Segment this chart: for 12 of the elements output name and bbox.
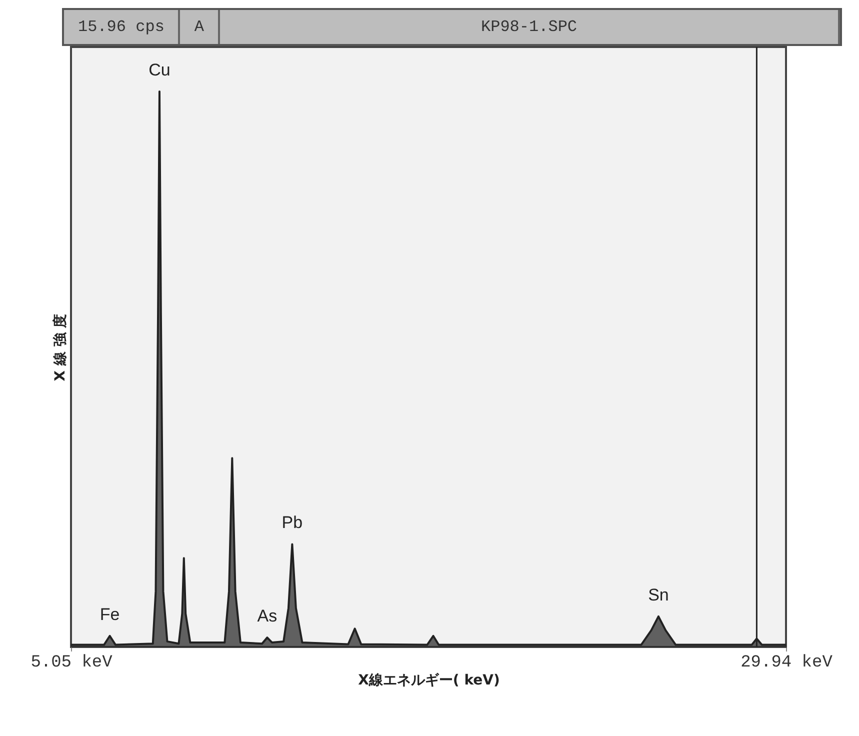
annotation: Sn (648, 585, 669, 604)
y-axis-title: X 線 強 度 (52, 314, 68, 382)
annotation: As (257, 606, 278, 626)
text: KP98-1.SPC (220, 10, 840, 44)
annotation: Fe (100, 604, 120, 624)
annotation: Pb (282, 513, 303, 532)
text: 15.96 cps (64, 10, 180, 44)
x-axis-title: X線エネルギー( keV) (358, 672, 500, 688)
x-tick-label: 5.05 keV (30, 654, 114, 672)
annotation: Cu (148, 60, 170, 80)
x-tick-label: 29.94 keV (740, 654, 834, 672)
text: A (180, 10, 220, 44)
